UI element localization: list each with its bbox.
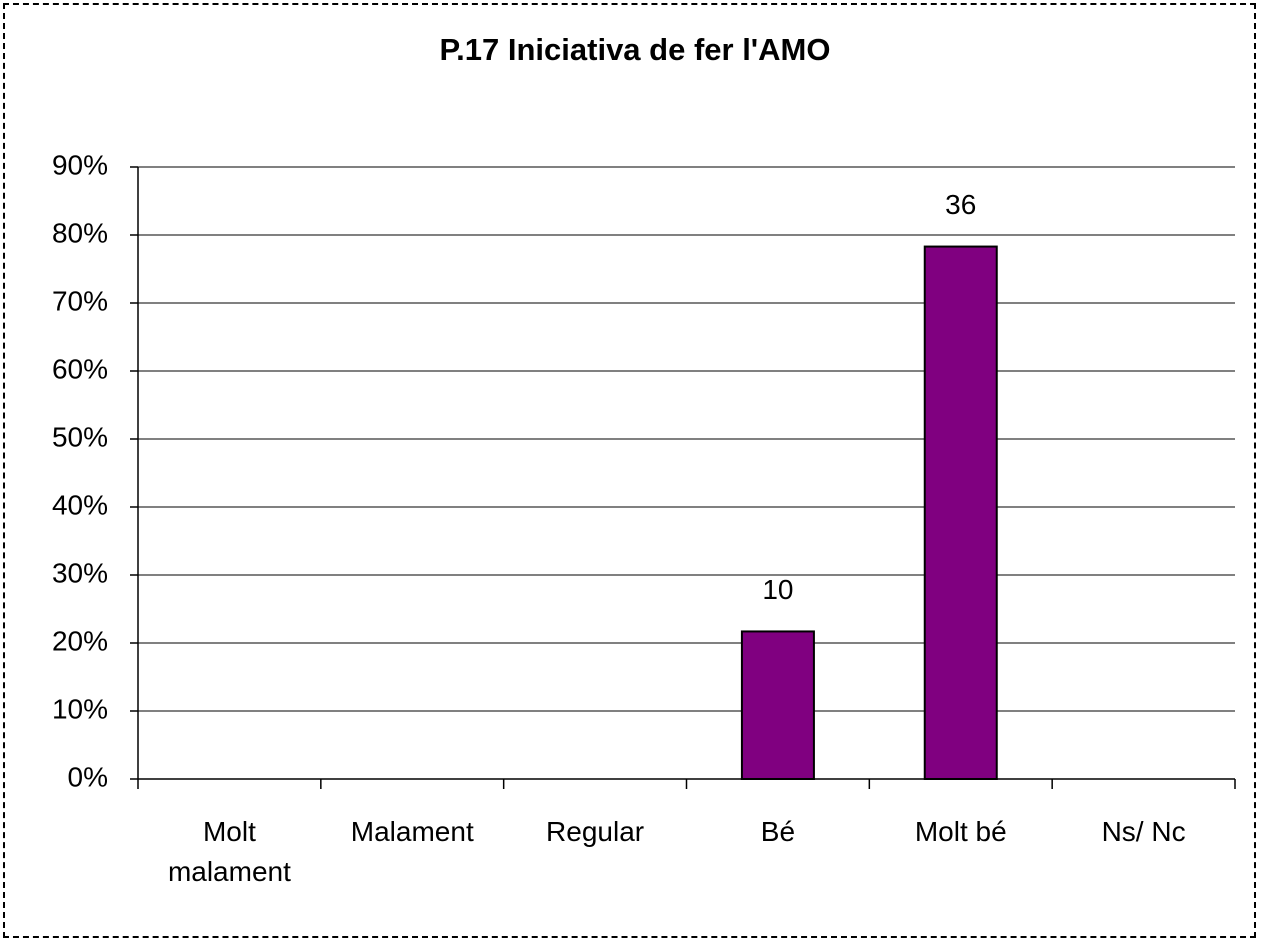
bar xyxy=(740,630,815,780)
chart-title: P.17 Iniciativa de fer l'AMO xyxy=(439,32,830,67)
y-tick-label: 30% xyxy=(52,557,108,588)
y-tick-label: 70% xyxy=(52,285,108,316)
y-tick-label: 80% xyxy=(52,217,108,248)
x-tick-label: Malament xyxy=(350,816,474,847)
y-tick-label: 0% xyxy=(68,761,108,792)
x-tick-label: Molt malament xyxy=(167,816,291,887)
y-tick-label: 20% xyxy=(52,625,108,656)
y-tick-label: 90% xyxy=(52,149,108,180)
y-tick-label: 10% xyxy=(52,693,108,724)
x-tick-label: Regular xyxy=(546,816,645,847)
data-label: 36 xyxy=(945,189,976,220)
bar xyxy=(923,245,998,780)
data-label: 10 xyxy=(762,574,793,605)
x-tick-label: Molt bé xyxy=(914,816,1007,847)
y-tick-label: 60% xyxy=(52,353,108,384)
y-tick-label: 50% xyxy=(52,421,108,452)
y-tick-label: 40% xyxy=(52,489,108,520)
x-tick-label: Ns/ Nc xyxy=(1101,816,1186,847)
x-tick-label: Bé xyxy=(760,816,796,847)
frame xyxy=(3,3,1256,938)
